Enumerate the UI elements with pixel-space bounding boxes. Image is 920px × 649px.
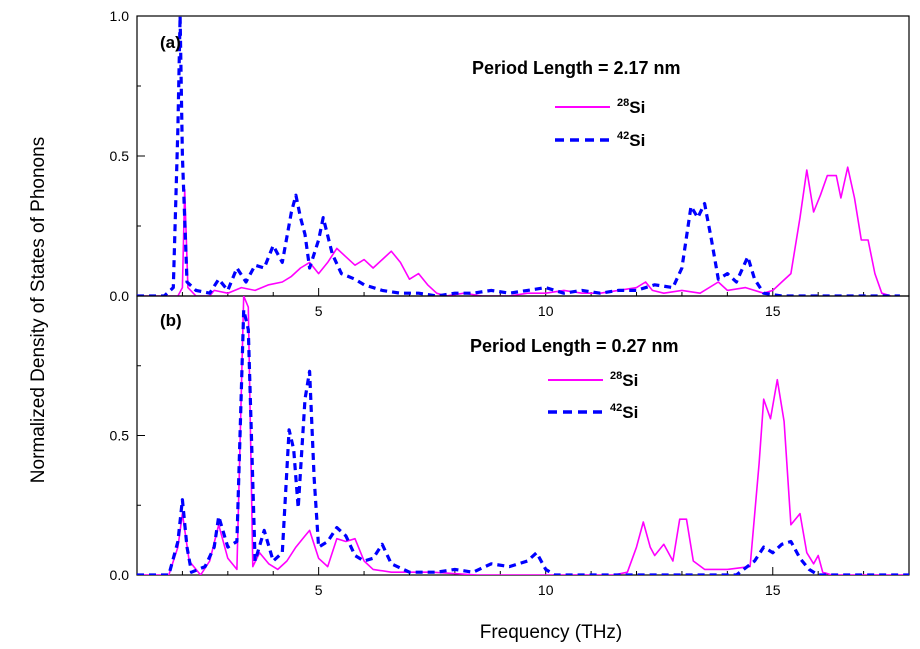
- panel-b-tag: (b): [160, 311, 182, 330]
- panel-a-plot-area: [137, 16, 900, 296]
- panel-b-ticks: 5 10 15 0.0 0.5: [110, 365, 910, 598]
- y-tick-label: 0.5: [110, 148, 130, 164]
- y-tick-label: 0.0: [110, 288, 130, 304]
- series-line-28si: [137, 166, 892, 296]
- panel-a-legend-label-28si: 28Si: [617, 97, 645, 117]
- panel-b-legend-sup-28si: 28: [610, 370, 622, 382]
- x-tick-label: 5: [315, 582, 323, 598]
- panel-a-legend-element-28si: Si: [629, 98, 645, 117]
- x-axis-title: Frequency (THz): [480, 622, 623, 643]
- panel-b-legend: 28Si 42Si: [548, 370, 638, 422]
- y-tick-label: 1.0: [110, 8, 130, 24]
- y-axis-title: Normalized Density of States of Phonons: [28, 137, 49, 483]
- x-tick-label: 15: [765, 303, 781, 319]
- panel-b-legend-label-42si: 42Si: [610, 402, 638, 422]
- panel-a-ticks: 5 10 15 0.0 0.5 1.0: [110, 8, 910, 319]
- y-tick-label: 0.5: [110, 428, 130, 444]
- panel-b-legend-element-42si: Si: [622, 403, 638, 422]
- x-tick-label: 15: [765, 582, 781, 598]
- x-tick-label: 10: [538, 582, 554, 598]
- x-tick-label: 10: [538, 303, 554, 319]
- panel-a-legend-element-42si: Si: [629, 131, 645, 150]
- x-tick-label: 5: [315, 303, 323, 319]
- panel-a-legend-sup-42si: 42: [617, 130, 629, 142]
- panel-a-legend-sup-28si: 28: [617, 97, 629, 109]
- panel-b-legend-title: Period Length = 0.27 nm: [470, 336, 679, 356]
- panel-b-legend-element-28si: Si: [622, 371, 638, 390]
- panel-a-tag: (a): [160, 33, 181, 52]
- series-line-42si: [137, 16, 900, 296]
- panel-b-plot-area: [137, 296, 909, 575]
- panel-a-legend-label-42si: 42Si: [617, 130, 645, 150]
- panel-a: 5 10 15 0.0 0.5 1.0 (a) Period Length = 2.17 …: [110, 8, 910, 319]
- panel-a-legend-title: Period Length = 2.17 nm: [472, 58, 681, 78]
- series-line-42si: [137, 308, 909, 575]
- panel-b-legend-label-28si: 28Si: [610, 370, 638, 390]
- y-tick-label: 0.0: [110, 567, 130, 583]
- panel-b: 5 10 150.00.5 (b) Period Length = 0.27 nm …: [110, 295, 910, 598]
- panel-b-legend-sup-42si: 42: [610, 402, 622, 414]
- panel-a-legend: 28Si 42Si: [555, 97, 645, 150]
